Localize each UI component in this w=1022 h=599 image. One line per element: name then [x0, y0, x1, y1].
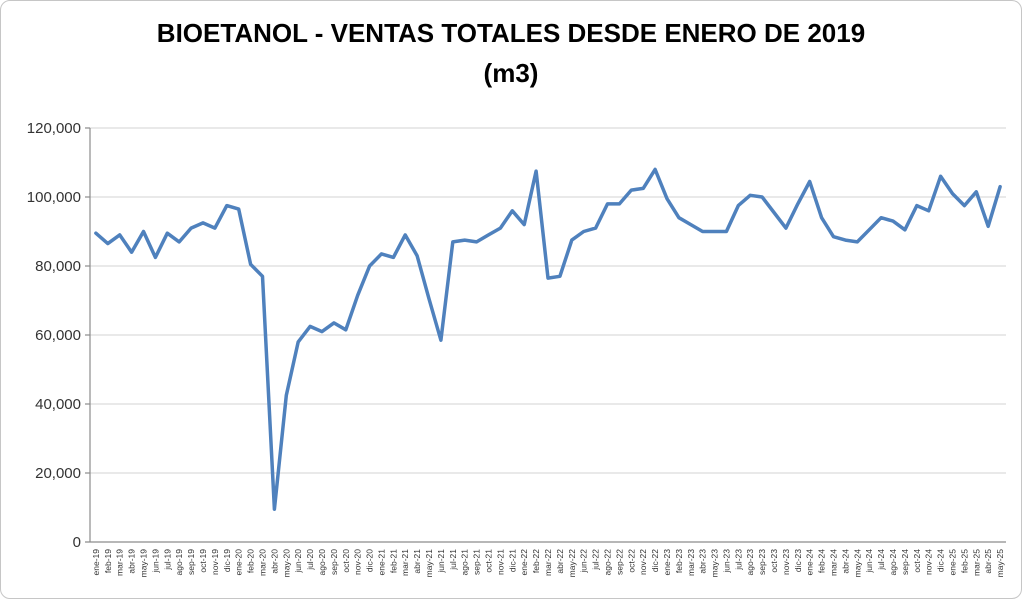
x-axis-label: feb-19: [103, 549, 113, 573]
x-axis-label: sep-23: [757, 549, 767, 575]
x-axis-label: sep-19: [186, 549, 196, 575]
x-axis-label: mar-24: [829, 549, 839, 576]
x-axis-label: ene-23: [662, 549, 672, 576]
x-axis-label: dic-21: [507, 549, 517, 572]
x-axis-label: ago-20: [317, 549, 327, 576]
x-axis-label: abr-20: [269, 549, 279, 574]
x-axis-label: abr-23: [698, 549, 708, 574]
x-axis-label: dic-20: [365, 549, 375, 572]
x-axis-label: dic-22: [650, 549, 660, 572]
x-axis-label: may-23: [710, 549, 720, 578]
x-axis-label: may-19: [139, 549, 149, 578]
x-axis-label: sep-21: [472, 549, 482, 575]
y-axis-label: 60,000: [35, 327, 81, 344]
y-axis-label: 40,000: [35, 396, 81, 413]
x-axis-label: ene-24: [805, 549, 815, 576]
x-axis-label: mar-20: [257, 549, 267, 576]
x-axis-label: nov-19: [210, 549, 220, 575]
y-axis-label: 0: [73, 534, 81, 551]
x-axis-label: oct-20: [341, 549, 351, 573]
x-axis-label: feb-22: [531, 549, 541, 573]
x-axis-label: mar-22: [543, 549, 553, 576]
x-axis-label: jun-21: [436, 549, 446, 574]
x-axis-label: ene-22: [519, 549, 529, 576]
x-axis-label: feb-21: [388, 549, 398, 573]
x-axis-label: dic-19: [222, 549, 232, 572]
x-axis-label: ene-25: [947, 549, 957, 576]
x-axis-label: nov-22: [638, 549, 648, 575]
chart-title-line2: (m3): [483, 58, 539, 88]
x-axis-label: jun-22: [579, 549, 589, 574]
x-axis-label: feb-20: [246, 549, 256, 573]
x-axis-label: may-24: [852, 549, 862, 578]
x-axis-label: feb-23: [674, 549, 684, 573]
x-axis-label: ene-20: [234, 549, 244, 576]
x-axis-label: abr-24: [840, 549, 850, 574]
x-axis-label: ene-21: [376, 549, 386, 576]
x-axis-label: may-25: [995, 549, 1005, 578]
x-axis-label: mar-21: [400, 549, 410, 576]
x-axis-label: sep-24: [900, 549, 910, 575]
x-axis-label: abr-21: [412, 549, 422, 574]
x-axis-label: nov-24: [924, 549, 934, 575]
x-axis-label: oct-21: [484, 549, 494, 573]
x-axis-label: oct-24: [912, 549, 922, 573]
x-axis-label: oct-22: [626, 549, 636, 573]
x-axis-label: jul-22: [591, 549, 601, 571]
y-axis-label: 80,000: [35, 258, 81, 275]
x-axis-label: oct-23: [769, 549, 779, 573]
x-axis-label: sep-20: [329, 549, 339, 575]
sales-line-series: [94, 167, 1002, 511]
chart-title-line1: BIOETANOL - VENTAS TOTALES DESDE ENERO D…: [156, 18, 866, 48]
x-axis-label: ene-19: [91, 549, 101, 576]
x-axis-label: nov-21: [495, 549, 505, 575]
x-axis-label: jun-24: [864, 549, 874, 574]
x-axis-label: ago-22: [602, 549, 612, 576]
x-axis-label: abr-25: [983, 549, 993, 574]
x-axis-label: jun-19: [150, 549, 160, 574]
x-axis-label: may-20: [281, 549, 291, 578]
x-axis-label: dic-23: [793, 549, 803, 572]
x-axis-label: ago-19: [174, 549, 184, 576]
x-axis-label: oct-19: [198, 549, 208, 573]
x-axis-label: abr-19: [127, 549, 137, 574]
y-axis-label: 120,000: [27, 120, 81, 137]
x-axis-label: mar-19: [115, 549, 125, 576]
x-axis-label: nov-20: [353, 549, 363, 575]
x-axis-label: jul-20: [305, 549, 315, 571]
x-axis-label: jun-20: [293, 549, 303, 574]
x-axis-label: abr-22: [555, 549, 565, 574]
y-axis-label: 100,000: [27, 189, 81, 206]
x-axis-label: mar-25: [971, 549, 981, 576]
x-axis-label: jul-19: [162, 549, 172, 571]
x-axis-label: ago-21: [460, 549, 470, 576]
x-axis-label: may-21: [424, 549, 434, 578]
x-axis-label: sep-22: [614, 549, 624, 575]
x-axis-label: jul-24: [876, 549, 886, 571]
x-axis-label: dic-24: [936, 549, 946, 572]
x-axis-label: ago-24: [888, 549, 898, 576]
x-axis-label: mar-23: [686, 549, 696, 576]
x-axis-label: jun-23: [721, 549, 731, 574]
x-axis-label: nov-23: [781, 549, 791, 575]
chart-title: BIOETANOL - VENTAS TOTALES DESDE ENERO D…: [1, 13, 1021, 93]
x-axis-label: jul-21: [448, 549, 458, 571]
x-axis-label: may-22: [567, 549, 577, 578]
x-axis-label: ago-23: [745, 549, 755, 576]
x-axis-label: jul-23: [733, 549, 743, 571]
y-axis-label: 20,000: [35, 465, 81, 482]
x-axis-label: feb-25: [959, 549, 969, 573]
x-axis-label: feb-24: [817, 549, 827, 573]
